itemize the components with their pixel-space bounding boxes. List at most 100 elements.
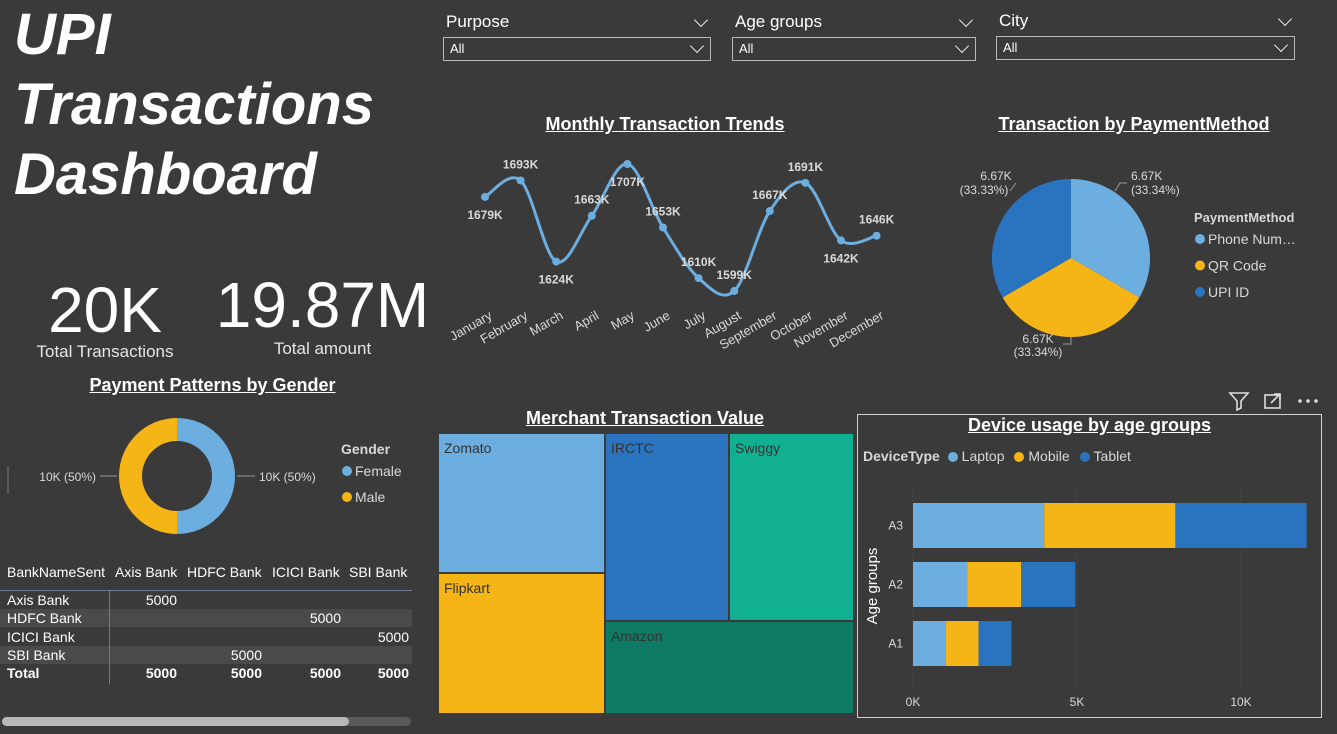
device-visual-frame[interactable]	[857, 414, 1322, 718]
data-label: 1693K	[503, 157, 539, 171]
slice-data-label: 10K (50%)	[259, 470, 316, 484]
gender-donut-chart[interactable]: 10K (50%) 10K (50%) Gender Female Male	[0, 400, 430, 550]
pie-slice[interactable]	[992, 179, 1071, 298]
leader-line	[1009, 182, 1017, 192]
data-point[interactable]	[765, 207, 774, 216]
bar-segment[interactable]	[978, 621, 1012, 666]
slice-data-label: 6.67K	[980, 169, 1011, 183]
matrix-header-cell: ICICI Bank	[272, 564, 340, 580]
treemap-tile-swiggy[interactable]: Swiggy	[729, 433, 854, 621]
merchant-treemap[interactable]: Zomato Flipkart IRCTC Swiggy Amazon	[438, 433, 854, 714]
bar-segment[interactable]	[913, 621, 946, 666]
legend-label: Laptop	[961, 448, 1005, 464]
data-point[interactable]	[587, 211, 596, 220]
total-label: Total	[7, 665, 40, 681]
merchant-chart-title: Merchant Transaction Value	[525, 408, 765, 428]
legend-label: Mobile	[1028, 448, 1070, 464]
matrix-cell: 5000	[230, 647, 262, 663]
payment-pie-chart[interactable]: 6.67K(33.34%)6.67K(33.34%)6.67K(33.33%)P…	[930, 138, 1330, 370]
leader-line	[1063, 337, 1072, 345]
matrix-scrollbar-track[interactable]	[2, 717, 411, 726]
legend-label[interactable]: UPI ID	[1208, 284, 1249, 300]
data-label: 1707K	[610, 175, 646, 189]
filter-icon[interactable]	[1228, 391, 1250, 412]
y-tick-label: A2	[888, 578, 903, 592]
legend-dot	[1195, 234, 1205, 244]
legend-item-tablet[interactable]: Tablet	[1079, 448, 1131, 464]
data-point[interactable]	[730, 287, 739, 295]
bar-segment[interactable]	[913, 562, 968, 607]
data-label: 1646K	[859, 213, 895, 227]
slicer-dropdown[interactable]: All	[732, 37, 976, 61]
device-bar-chart[interactable]: 0K 5K 10K A3 A2 A1 Age groups	[857, 470, 1321, 716]
legend-label: Tablet	[1093, 448, 1131, 464]
matrix-cell: 5000	[377, 629, 409, 645]
data-label: 1663K	[574, 193, 610, 207]
monthly-line-chart[interactable]: 1679KJanuary1693KFebruary1624KMarch1663K…	[430, 138, 900, 370]
legend-dot	[947, 452, 958, 463]
donut-slice[interactable]	[177, 418, 236, 534]
legend-label[interactable]: Male	[355, 489, 386, 505]
data-point[interactable]	[481, 192, 489, 201]
pie-slice[interactable]	[1071, 179, 1150, 298]
legend-item-laptop[interactable]: Laptop	[947, 448, 1005, 464]
legend-dot	[1195, 260, 1205, 271]
slicer-title: Age groups	[735, 12, 822, 31]
slicer-title: City	[999, 11, 1029, 30]
slice-data-label: (33.34%)	[1014, 345, 1063, 359]
data-label: 1642K	[823, 251, 859, 265]
table-row[interactable]	[0, 646, 412, 664]
data-point[interactable]	[552, 257, 561, 266]
row-header-divider	[109, 590, 110, 684]
slice-data-label: (33.33%)	[960, 183, 1009, 197]
focus-mode-icon[interactable]	[1262, 391, 1284, 411]
legend-dot	[1195, 287, 1205, 297]
legend-label[interactable]: Phone Num…	[1208, 231, 1296, 247]
matrix-header-cell: HDFC Bank	[187, 564, 262, 580]
matrix-scrollbar-thumb[interactable]	[2, 717, 349, 726]
donut-slice[interactable]	[118, 418, 177, 534]
x-tick-label: March	[527, 308, 566, 339]
slicer-title: Purpose	[446, 12, 510, 31]
bar-segment[interactable]	[913, 503, 1045, 548]
data-label: 1599K	[717, 268, 753, 282]
data-label: 1667K	[752, 188, 788, 202]
legend-item-mobile[interactable]: Mobile	[1014, 448, 1070, 464]
payment-chart-title: Transaction by PaymentMethod	[998, 114, 1270, 134]
data-point[interactable]	[659, 223, 667, 232]
legend-label[interactable]: QR Code	[1208, 258, 1267, 274]
matrix-header	[0, 560, 412, 591]
data-point[interactable]	[623, 160, 632, 168]
chevron-down-icon	[1273, 37, 1289, 53]
bar-segment[interactable]	[945, 621, 979, 666]
row-header: Axis Bank	[7, 592, 70, 608]
treemap-tile-irctc[interactable]: IRCTC	[605, 433, 729, 621]
data-point[interactable]	[872, 231, 881, 240]
treemap-tile-zomato[interactable]: Zomato	[438, 433, 605, 573]
x-tick-label: 5K	[1070, 695, 1085, 709]
slicer-city: City All	[996, 11, 1295, 60]
data-point[interactable]	[801, 178, 810, 187]
table-row[interactable]	[0, 609, 412, 627]
treemap-tile-flipkart[interactable]: Flipkart	[438, 573, 605, 714]
legend-label[interactable]: Female	[355, 463, 402, 479]
slicer-value: All	[739, 41, 754, 56]
legend-title: PaymentMethod	[1194, 210, 1294, 225]
title-line-2: Transactions	[14, 72, 374, 137]
more-options-icon[interactable]	[1296, 391, 1320, 411]
slicer-dropdown[interactable]: All	[996, 36, 1295, 60]
treemap-tile-amazon[interactable]: Amazon	[605, 621, 854, 714]
bank-matrix[interactable]: BankNameSent Axis Bank HDFC Bank ICICI Bank…	[0, 560, 412, 690]
data-label: 1691K	[788, 160, 824, 174]
x-tick-label: 0K	[906, 695, 921, 709]
bar-segment[interactable]	[967, 562, 1022, 607]
bar-segment[interactable]	[1021, 562, 1076, 607]
bar-segment[interactable]	[1044, 503, 1176, 548]
data-point[interactable]	[516, 176, 525, 185]
total-cell: 5000	[377, 665, 409, 681]
data-point[interactable]	[694, 274, 703, 283]
pie-slice[interactable]	[1002, 258, 1140, 337]
data-point[interactable]	[837, 236, 845, 245]
slicer-dropdown[interactable]: All	[443, 37, 711, 61]
bar-segment[interactable]	[1175, 503, 1307, 548]
